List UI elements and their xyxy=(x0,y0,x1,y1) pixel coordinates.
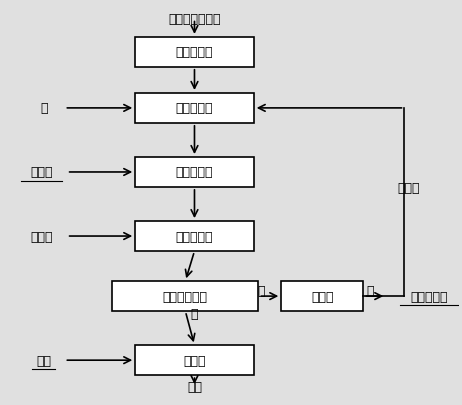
FancyBboxPatch shape xyxy=(112,281,258,311)
Text: 污泥池: 污泥池 xyxy=(311,290,334,303)
Text: 絮凝剂: 絮凝剂 xyxy=(30,230,53,243)
Text: 固: 固 xyxy=(257,285,264,298)
Text: 渣综合利用: 渣综合利用 xyxy=(411,290,448,303)
Text: 含铊重金属废水: 含铊重金属废水 xyxy=(168,13,221,26)
Text: 第一反应池: 第一反应池 xyxy=(176,102,213,115)
Text: 硫酸: 硫酸 xyxy=(36,354,51,367)
Text: 微电解反应: 微电解反应 xyxy=(176,46,213,59)
Text: 压滤液: 压滤液 xyxy=(398,182,420,195)
FancyBboxPatch shape xyxy=(135,222,254,252)
Text: 第三反应池: 第三反应池 xyxy=(176,230,213,243)
Text: 外排: 外排 xyxy=(187,380,202,393)
Text: 回调池: 回调池 xyxy=(183,354,206,367)
Text: 液: 液 xyxy=(191,307,198,320)
FancyBboxPatch shape xyxy=(135,158,254,188)
Text: 碱: 碱 xyxy=(40,102,48,115)
FancyBboxPatch shape xyxy=(135,38,254,68)
FancyBboxPatch shape xyxy=(135,345,254,375)
Text: 斜板固液分离: 斜板固液分离 xyxy=(163,290,208,303)
FancyBboxPatch shape xyxy=(135,94,254,124)
Text: 脱铊剂: 脱铊剂 xyxy=(30,166,53,179)
FancyBboxPatch shape xyxy=(281,281,364,311)
Text: 第二反应池: 第二反应池 xyxy=(176,166,213,179)
Text: 渣: 渣 xyxy=(366,285,374,298)
